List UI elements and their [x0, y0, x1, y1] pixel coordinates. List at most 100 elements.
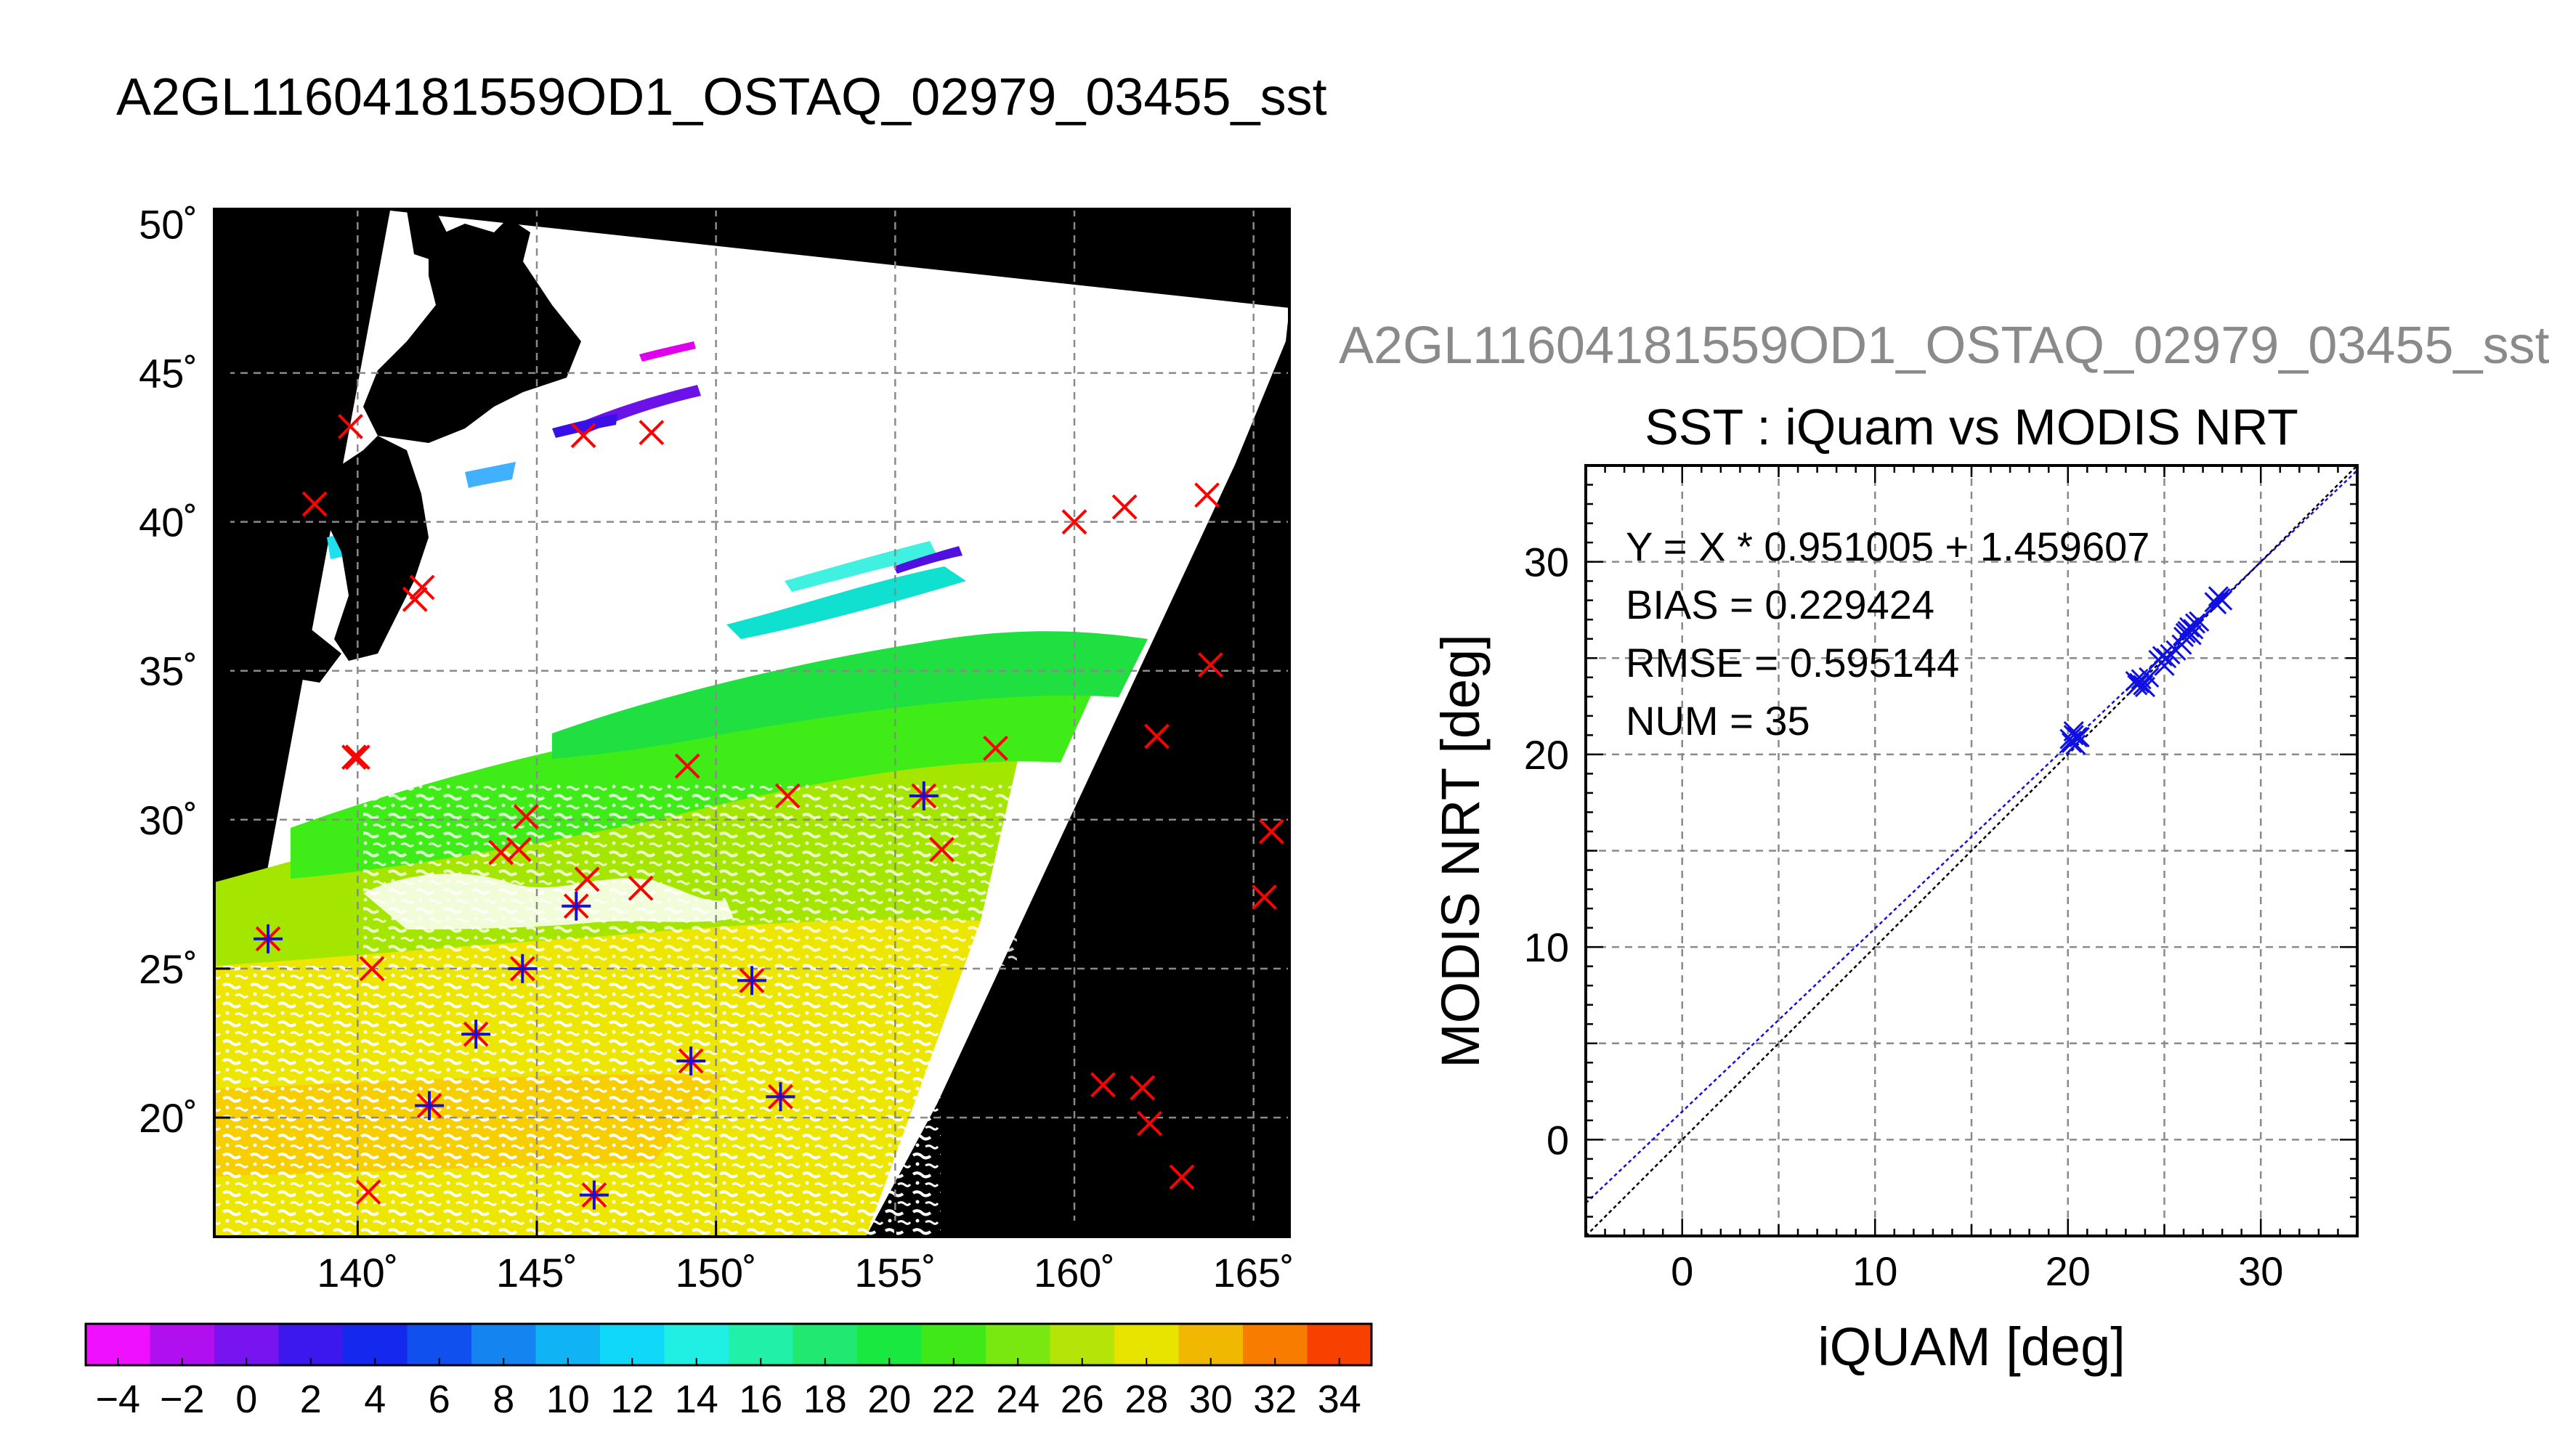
matchup-used-marker [766, 1082, 795, 1112]
sst-band-cyan [726, 566, 966, 639]
map-lon-label: 160˚ [1034, 1250, 1115, 1296]
colorbar-tick-label: 28 [1124, 1378, 1168, 1421]
num-value: NUM = 35 [1626, 698, 1810, 744]
y-tick-label: 0 [1547, 1117, 1569, 1163]
scatter-point [2181, 625, 2202, 646]
colorbar-tick-label: 16 [739, 1378, 782, 1421]
y-axis-label: MODIS NRT [deg] [1430, 634, 1491, 1068]
colorbar-tick-label: 18 [803, 1378, 847, 1421]
y-tick-label: 20 [1524, 732, 1569, 778]
matchup-marker [409, 574, 435, 601]
matchup-marker [1198, 652, 1223, 678]
map-lon-label: 140˚ [317, 1250, 398, 1296]
scatter-point [2204, 592, 2225, 613]
x-axis-label: iQUAM [deg] [1817, 1317, 2125, 1377]
colorbar-tick-label: 30 [1189, 1378, 1233, 1421]
map-lon-label: 150˚ [676, 1250, 757, 1296]
map-lat-label: 50˚ [139, 202, 198, 248]
scatter-point [2067, 726, 2088, 748]
scatter-panel: A2GL11604181559OD1_OSTAQ_02979_03455_sst [1339, 317, 2549, 375]
sst-band-blue [893, 546, 963, 574]
scatter-point [2128, 672, 2150, 694]
scatter-point [2179, 617, 2200, 638]
map-lon-label: 165˚ [1213, 1250, 1294, 1296]
matchup-marker [402, 586, 428, 612]
scatter-header: A2GL11604181559OD1_OSTAQ_02979_03455_sst [1339, 317, 2549, 375]
matchup-marker [570, 423, 596, 449]
colorbar-tick-label: −2 [160, 1378, 205, 1421]
scatter-plot-area [1586, 465, 2357, 1236]
map-title: A2GL11604181559OD1_OSTAQ_02979_03455_sst [116, 68, 1327, 126]
land-honshu [305, 436, 429, 661]
colorbar-tick-label: 4 [364, 1378, 386, 1421]
scatter-point [2156, 648, 2177, 669]
sst-band-cyan-2 [785, 541, 937, 592]
one-to-one-line [1586, 465, 2357, 1236]
matchup-marker [1194, 482, 1220, 508]
matchup-marker [1144, 723, 1170, 749]
colorbar: −4 −2 0 2 4 6 8 10 12 14 16 18 20 22 24 26 28 30 32 34 [84, 1322, 1373, 1421]
sst-band-green-north [552, 631, 1148, 759]
colorbar-tick-label: 32 [1253, 1378, 1297, 1421]
colorbar-tick-label: 34 [1318, 1378, 1361, 1421]
matchup-used-marker [562, 891, 591, 921]
colorbar-tick-label: 2 [300, 1378, 322, 1421]
colorbar-tick-label: 14 [675, 1378, 718, 1421]
x-tick-label: 0 [1671, 1248, 1693, 1294]
fit-equation: Y = X * 0.951005 + 1.459607 [1626, 524, 2149, 569]
matchup-used-marker [579, 1180, 609, 1210]
matchup-marker [1252, 884, 1277, 910]
colorbar-frame [84, 1322, 1373, 1367]
y-tick-label: 30 [1524, 540, 1569, 585]
matchup-marker [1137, 1110, 1163, 1136]
scatter-title: SST : iQuam vs MODIS NRT [1645, 399, 2298, 455]
matchup-used-marker [508, 953, 538, 983]
map-lat-label: 40˚ [139, 500, 198, 545]
colorbar-tick-label: 24 [996, 1378, 1040, 1421]
matchup-marker [1090, 1072, 1116, 1098]
x-tick-label: 10 [1852, 1248, 1897, 1294]
scatter-point [2063, 725, 2084, 746]
sst-band-lightblue [465, 462, 516, 488]
matchup-marker [574, 866, 600, 892]
matchup-marker [1130, 1075, 1156, 1101]
colorbar-tick-label: 22 [932, 1378, 976, 1421]
matchup-marker [1258, 818, 1284, 845]
matchup-marker [344, 744, 370, 770]
scatter-point [2069, 726, 2090, 748]
matchup-marker [1169, 1164, 1195, 1190]
matchup-marker [355, 1179, 381, 1205]
map-lon-label: 155˚ [854, 1250, 936, 1296]
colorbar-tick-label: 8 [493, 1378, 514, 1421]
matchup-marker [506, 837, 532, 863]
matchup-marker [1111, 494, 1138, 520]
x-tick-label: 20 [2046, 1248, 2091, 1294]
scatter-ticks: 0 10 20 30 0 10 20 30 [1524, 464, 2359, 1294]
matchup-used-marker [909, 781, 939, 810]
map-lat-label: 25˚ [139, 946, 198, 992]
map-panel [214, 209, 1289, 1237]
matchup-marker [1061, 509, 1087, 535]
colorbar-tick-label: 26 [1061, 1378, 1104, 1421]
y-tick-label: 10 [1524, 924, 1569, 970]
map-lon-label: 145˚ [496, 1250, 578, 1296]
colorbar-tick-label: 0 [235, 1378, 257, 1421]
matchup-marker [359, 956, 385, 982]
colorbar-tick-label: 6 [429, 1378, 450, 1421]
map-frame [213, 208, 1291, 1238]
scatter-point [2210, 587, 2231, 609]
sst-field [214, 341, 1148, 1237]
matchup-used-marker [676, 1046, 706, 1076]
scatter-point [2133, 675, 2154, 696]
matchup-used-marker [415, 1091, 444, 1121]
scatter-lines [1586, 465, 2357, 1236]
x-tick-label: 30 [2238, 1248, 2283, 1294]
colorbar-tick-label: 12 [610, 1378, 654, 1421]
colorbar-tick-label: −4 [95, 1378, 140, 1421]
map-matchups [254, 413, 1284, 1210]
matchup-marker [983, 735, 1008, 761]
matchup-marker [338, 413, 363, 439]
scatter-annotations: Y = X * 0.951005 + 1.459607 BIAS = 0.229… [1626, 524, 2149, 744]
